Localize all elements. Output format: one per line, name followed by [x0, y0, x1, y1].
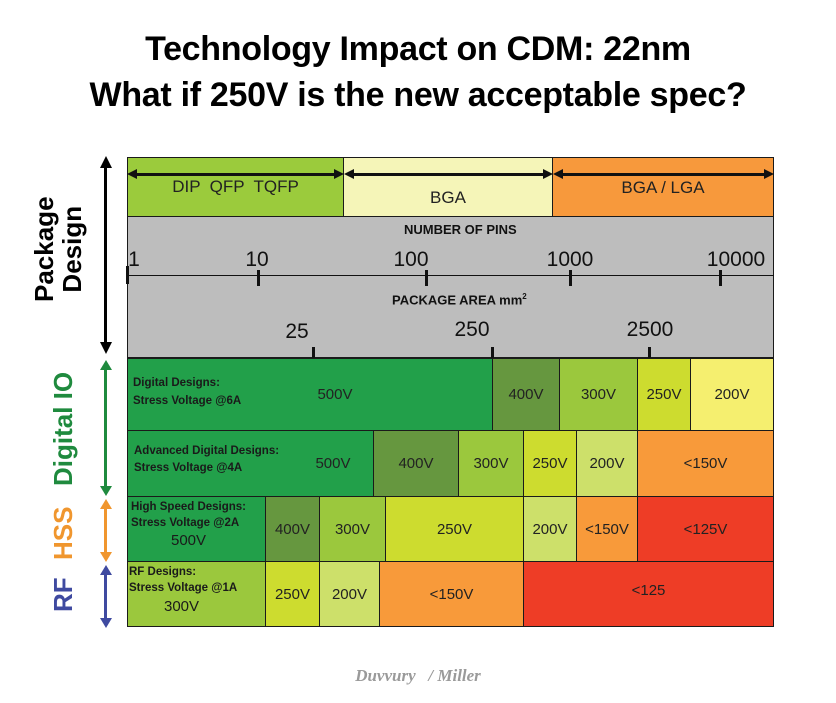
row-label-high-speed: High Speed Designs: Stress Voltage @2A 5… — [131, 499, 246, 549]
voltage-value: 250V — [646, 386, 682, 403]
package-type-label: BGA / LGA — [621, 178, 705, 197]
row-label-voltage: 300V — [164, 598, 200, 615]
row-label-line: Stress Voltage @1A — [129, 582, 238, 594]
voltage-cell: 250V — [385, 496, 524, 562]
pins-tick-label: 100 — [393, 248, 429, 271]
voltage-value: <125V — [683, 520, 728, 538]
title-line-2: What if 250V is the new acceptable spec? — [89, 76, 747, 114]
area-tick-mark — [648, 347, 651, 359]
row-label-rf: RF Designs: Stress Voltage @1A 300V — [129, 564, 237, 615]
row-label-line: High Speed Designs: — [131, 501, 247, 513]
package-type-dip-qfp-tqfp: DIP QFP TQFP — [127, 157, 344, 217]
voltage-value: 500V — [315, 455, 351, 472]
row-label-digital: Digital Designs: Stress Voltage @6A — [133, 375, 241, 410]
voltage-value: 200V — [532, 520, 568, 538]
row-label-cell-high-speed — [127, 496, 266, 562]
area-tick-mark — [491, 347, 494, 359]
voltage-cell: 200V — [576, 430, 638, 497]
row-label-voltage: 500V — [171, 532, 207, 549]
voltage-cell: 500V — [127, 358, 493, 431]
package-type-label: DIP QFP TQFP — [172, 177, 299, 196]
row-label-line: Stress Voltage @6A — [133, 395, 242, 407]
package-type-label: BGA — [430, 188, 466, 207]
voltage-cell: 250V — [637, 358, 691, 431]
voltage-value: 250V — [274, 585, 311, 603]
voltage-cell: <125V — [637, 496, 774, 562]
rf-label: RF — [48, 577, 78, 612]
area-axis-title-text: PACKAGE AREA mm — [392, 292, 523, 308]
area-tick-label: 25 — [285, 320, 309, 343]
hss-label: HSS — [48, 506, 78, 560]
area-tick-label: 250 — [454, 318, 490, 341]
voltage-cell: 400V — [492, 358, 560, 431]
voltage-cell: 500V — [127, 430, 374, 497]
package-type-bga: BGA — [343, 157, 553, 217]
voltage-value: 250V — [436, 520, 473, 538]
package-design-label-line2: Design — [57, 205, 87, 293]
voltage-cell: 200V — [523, 496, 577, 562]
voltage-cell: 300V — [458, 430, 524, 497]
voltage-cell: 300V — [559, 358, 638, 431]
row-label-advanced-digital: Advanced Digital Designs: Stress Voltage… — [134, 443, 279, 477]
voltage-value: 300V — [580, 386, 617, 403]
pins-tick-label: 10 — [245, 248, 269, 271]
digital-io-label: Digital IO — [48, 371, 78, 486]
row-label-line: Stress Voltage @4A — [134, 462, 243, 474]
voltage-cell: 250V — [265, 561, 320, 627]
voltage-cell: <150V — [637, 430, 774, 497]
voltage-value: 200V — [714, 386, 750, 403]
pins-tick-mark — [126, 266, 129, 284]
pins-tick-label: 10000 — [706, 248, 766, 271]
footer-credit: Duvvury / Miller — [355, 666, 481, 685]
voltage-value: 250V — [532, 455, 568, 472]
package-type-bga-lga: BGA / LGA — [552, 157, 774, 217]
pins-tick-mark — [719, 270, 722, 286]
voltage-value: 200V — [589, 455, 625, 472]
voltage-cell: 400V — [265, 496, 320, 562]
package-design-label: Package Design — [29, 196, 87, 302]
row-label-cell-rf — [127, 561, 266, 627]
voltage-value: 300V — [473, 455, 509, 472]
voltage-value: 500V — [317, 386, 353, 403]
pins-tick-mark — [425, 270, 428, 286]
voltage-cell: 250V — [523, 430, 577, 497]
voltage-value: 200V — [331, 585, 368, 603]
row-label-line: Advanced Digital Designs: — [134, 445, 280, 457]
voltage-cell: 200V — [319, 561, 380, 627]
voltage-value: <150V — [429, 585, 474, 603]
axis-panel — [127, 216, 774, 358]
row-label-line: RF Designs: — [129, 566, 197, 578]
pins-tick-mark — [257, 270, 260, 286]
pins-tick-label: 1 — [128, 248, 140, 271]
area-axis-title-sup: 2 — [522, 292, 527, 301]
row-label-line: Stress Voltage @2A — [131, 517, 240, 529]
voltage-value: 400V — [274, 520, 311, 538]
package-design-label-line1: Package — [29, 196, 59, 302]
voltage-value: <125 — [631, 582, 666, 599]
voltage-value: 300V — [334, 520, 371, 538]
title-line-1: Technology Impact on CDM: 22nm — [145, 30, 691, 68]
voltage-cell: 300V — [319, 496, 386, 562]
voltage-value: 400V — [508, 386, 544, 403]
pins-axis-title: NUMBER OF PINS — [404, 222, 517, 237]
voltage-value: <150V — [585, 520, 629, 538]
voltage-value: 400V — [398, 455, 434, 472]
area-axis-title: PACKAGE AREA mm2 — [392, 292, 527, 307]
row-label-line: Digital Designs: — [133, 377, 220, 389]
pins-tick-mark — [569, 270, 572, 286]
voltage-cell: 200V — [690, 358, 774, 431]
voltage-cell: <125 — [523, 561, 774, 627]
voltage-cell: 400V — [373, 430, 459, 497]
pins-axis-line — [127, 275, 774, 276]
pins-tick-label: 1000 — [546, 248, 594, 271]
area-tick-mark — [312, 347, 315, 359]
voltage-cell: <150V — [576, 496, 638, 562]
voltage-cell: <150V — [379, 561, 524, 627]
voltage-value: <150V — [683, 455, 728, 472]
area-tick-label: 2500 — [626, 318, 674, 341]
